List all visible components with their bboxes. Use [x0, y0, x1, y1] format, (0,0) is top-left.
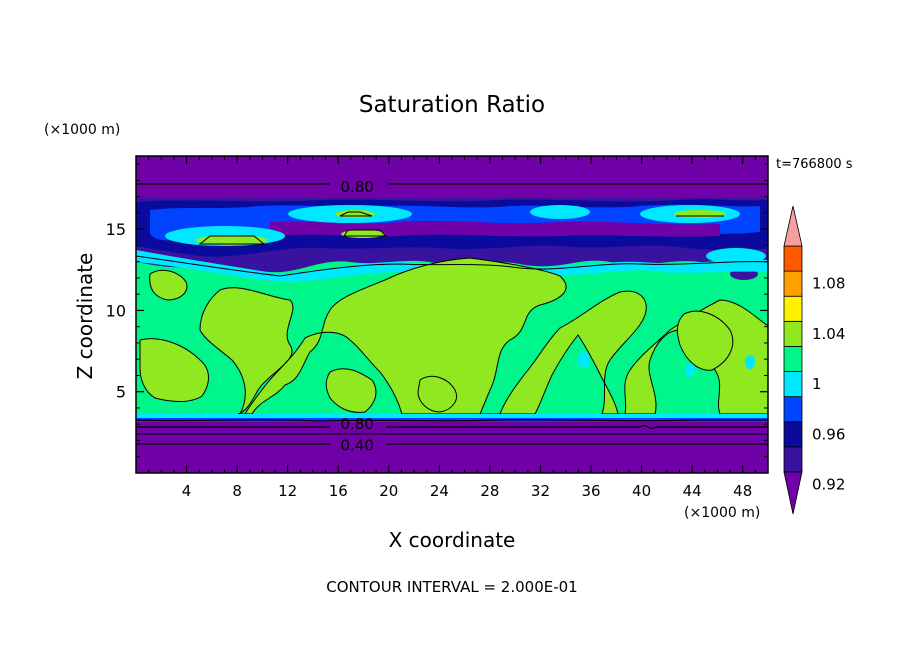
- colorbar-label: 1: [812, 375, 822, 393]
- cyan-speck-2: [685, 363, 695, 377]
- contour-label: 0.80: [340, 178, 373, 196]
- bottom-transition-blue: [136, 418, 768, 422]
- colorbar-swatch: [783, 396, 803, 423]
- contour-interval-footer: CONTOUR INTERVAL = 2.000E-01: [326, 578, 577, 596]
- top-dry-layer: [136, 156, 768, 201]
- y-axis-ticks: 5 10 15: [106, 163, 768, 458]
- x-tick-label: 12: [278, 482, 297, 500]
- x-tick-label: 8: [232, 482, 242, 500]
- green-plume-4: [325, 368, 377, 413]
- x-axis-ticks: 4 8 12 16 20 24 28 32 36 40 44 48: [148, 156, 756, 500]
- x-tick-label: 40: [632, 482, 651, 500]
- x-tick-label: 44: [683, 482, 702, 500]
- x-tick-label: 4: [182, 482, 192, 500]
- colorbar-swatch: [783, 295, 803, 322]
- green-plume-5: [417, 375, 457, 413]
- x-tick-label: 28: [480, 482, 499, 500]
- bottom-transition-cyan: [136, 414, 768, 420]
- colorbar-over-triangle: [783, 205, 803, 247]
- green-plume-2: [139, 338, 209, 402]
- colorbar-label: 1.04: [812, 325, 845, 343]
- contour-labels: 0.80 0.80 0.40: [340, 178, 373, 454]
- x-tick-label: 32: [531, 482, 550, 500]
- x-unit-label: (×1000 m): [684, 505, 760, 521]
- cyan-speck-1: [578, 352, 590, 368]
- cloud-green-2: [335, 210, 375, 218]
- colorbar-label: 0.92: [812, 476, 845, 494]
- colorbar-swatch: [783, 446, 803, 473]
- y-tick-label: 10: [106, 301, 126, 320]
- colorbar-swatch: [783, 346, 803, 372]
- colorbar-swatch: [783, 320, 803, 347]
- cloud-green-4: [674, 210, 726, 218]
- contour-line-1.0-top: [136, 255, 768, 277]
- x-tick-label: 16: [329, 482, 348, 500]
- bottom-dry-layer: [136, 418, 768, 473]
- cloud-cyan-4: [530, 205, 590, 219]
- green-plume-3: [149, 269, 188, 301]
- green-plume-6: [676, 310, 734, 371]
- y-axis-label: Z coordinate: [73, 253, 97, 380]
- colorbar-label: 1.08: [812, 275, 845, 293]
- green-plume-1: [199, 257, 768, 415]
- cloud-green-1: [196, 235, 268, 245]
- colorbar-swatch: [783, 245, 803, 272]
- time-label: t=766800 s: [776, 157, 853, 172]
- x-axis-label: X coordinate: [389, 528, 516, 552]
- colorbar-swatch: [783, 421, 803, 448]
- contour-label: 0.80: [340, 415, 373, 433]
- colorbar-label: 0.96: [812, 425, 845, 443]
- x-tick-label: 36: [581, 482, 600, 500]
- x-tick-label: 24: [430, 482, 449, 500]
- cyan-speck-3: [745, 355, 755, 369]
- saturation-field: [136, 156, 768, 473]
- y-unit-label: (×1000 m): [44, 122, 120, 138]
- y-tick-label: 15: [106, 220, 126, 239]
- colorbar-under-triangle: [783, 471, 803, 515]
- chart-title: Saturation Ratio: [359, 92, 545, 118]
- colorbar-swatch: [783, 270, 803, 297]
- colorbar-swatch: [783, 371, 803, 398]
- contour-line-0.80-bottom: [136, 424, 768, 430]
- contour-line-cloud-upper: [198, 211, 724, 245]
- x-tick-label: 20: [379, 482, 398, 500]
- y-tick-label: 5: [116, 383, 126, 402]
- colorbar: 0.92 0.96 1 1.04 1.08: [783, 205, 845, 515]
- contour-line-cloud-base: [136, 419, 768, 422]
- contour-label: 0.40: [340, 436, 373, 454]
- x-tick-label: 48: [733, 482, 752, 500]
